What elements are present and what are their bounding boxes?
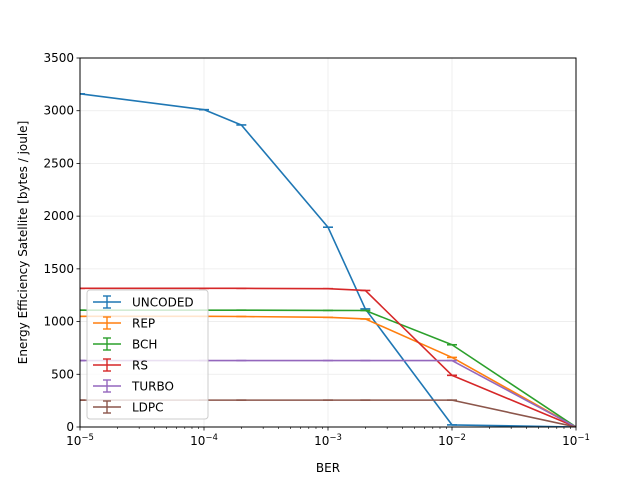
legend-label-rs: RS [132,359,148,373]
x-tick-label: 10−3 [314,433,342,448]
legend-label-bch: BCH [132,338,157,352]
y-tick-label: 3000 [43,104,74,118]
x-tick-label-exponent: −2 [453,433,466,443]
legend-label-rep: REP [132,317,155,331]
legend-label-turbo: TURBO [131,380,174,394]
x-axis-label: BER [316,461,340,475]
x-axis-ticks: 10−5 10−4 10−3 10−2 10−1 [66,427,590,448]
y-tick-label: 0 [66,420,74,434]
x-tick-label: 10−5 [66,433,94,448]
x-tick-label-base: 10 [438,434,453,448]
x-tick-label-exponent: −4 [205,433,218,443]
x-tick-label-base: 10 [562,434,577,448]
y-tick-label: 3500 [43,51,74,65]
x-tick-label-exponent: −5 [81,433,94,443]
x-tick-label-base: 10 [190,434,205,448]
y-axis-label: Energy Efficiency Satellite [bytes / jou… [16,121,30,365]
y-tick-label: 2500 [43,156,74,170]
legend-label-uncoded: UNCODED [132,296,194,310]
legend-label-ldpc: LDPC [132,401,164,415]
x-tick-label-base: 10 [66,434,81,448]
legend: UNCODED REP BCH RS TURBO LDPC [86,289,209,420]
x-tick-label-exponent: −3 [329,433,342,443]
y-tick-label: 1500 [43,262,74,276]
y-tick-label: 2000 [43,209,74,223]
y-axis-ticks: 0 500 1000 1500 2000 2500 3000 3500 [43,51,80,434]
x-tick-label: 10−1 [562,433,590,448]
x-tick-label-exponent: −1 [577,433,590,443]
x-tick-label: 10−2 [438,433,466,448]
x-tick-label-base: 10 [314,434,329,448]
y-tick-label: 500 [51,367,74,381]
y-tick-label: 1000 [43,315,74,329]
x-tick-label: 10−4 [190,433,218,448]
